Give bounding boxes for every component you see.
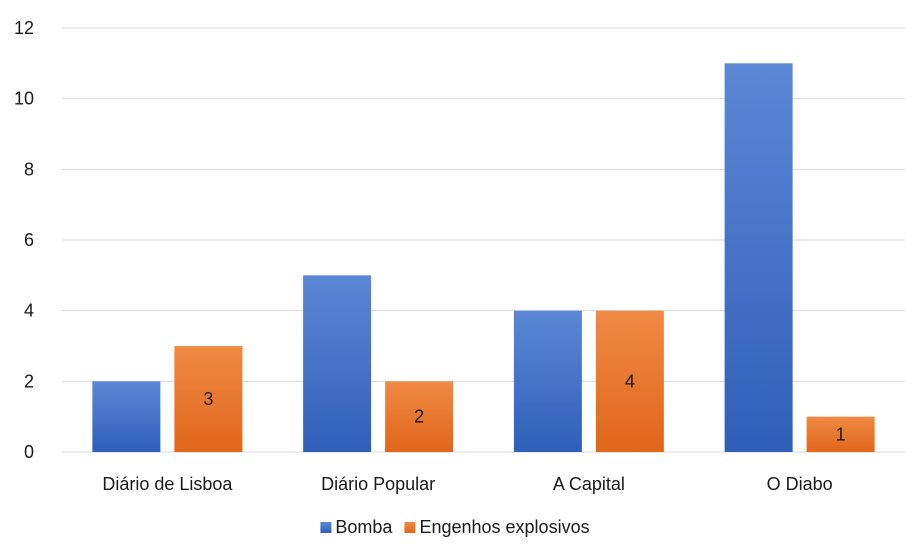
bar-engenhos-explosivos bbox=[385, 381, 454, 452]
y-axis-tick-labels: 0 2 4 6 8 10 12 bbox=[14, 18, 34, 462]
data-label: 1 bbox=[836, 424, 846, 444]
data-label: 3 bbox=[203, 389, 213, 409]
x-category-label: Diário de Lisboa bbox=[102, 474, 233, 494]
x-category-label: A Capital bbox=[553, 474, 625, 494]
legend-item: Bomba bbox=[320, 517, 393, 537]
x-category-label: Diário Popular bbox=[321, 474, 435, 494]
bar-engenhos-explosivos bbox=[595, 310, 664, 452]
bar-bomba bbox=[513, 310, 582, 452]
bars bbox=[92, 63, 875, 452]
bar-engenhos-explosivos bbox=[174, 346, 243, 452]
y-tick-label: 8 bbox=[24, 159, 34, 179]
bar-engenhos-explosivos bbox=[806, 416, 875, 452]
bar-bomba bbox=[92, 381, 161, 452]
data-label: 4 bbox=[625, 371, 635, 391]
y-tick-label: 0 bbox=[24, 442, 34, 462]
legend-swatch bbox=[404, 522, 416, 533]
data-labels: 3 2 4 1 bbox=[203, 371, 845, 444]
legend-swatch bbox=[320, 522, 332, 533]
legend-label: Engenhos explosivos bbox=[419, 517, 589, 537]
bar-bomba bbox=[724, 63, 793, 452]
y-tick-label: 10 bbox=[14, 89, 34, 109]
legend: Bomba Engenhos explosivos bbox=[320, 517, 590, 537]
y-tick-label: 4 bbox=[24, 301, 34, 321]
x-category-label: O Diabo bbox=[767, 474, 833, 494]
legend-label: Bomba bbox=[335, 517, 393, 537]
x-axis-category-labels: Diário de Lisboa Diário Popular A Capital O… bbox=[102, 474, 832, 494]
bar-bomba bbox=[303, 275, 372, 452]
y-tick-label: 12 bbox=[14, 18, 34, 38]
y-tick-label: 6 bbox=[24, 230, 34, 250]
legend-item: Engenhos explosivos bbox=[404, 517, 590, 537]
data-label: 2 bbox=[414, 407, 424, 427]
y-tick-label: 2 bbox=[24, 371, 34, 391]
